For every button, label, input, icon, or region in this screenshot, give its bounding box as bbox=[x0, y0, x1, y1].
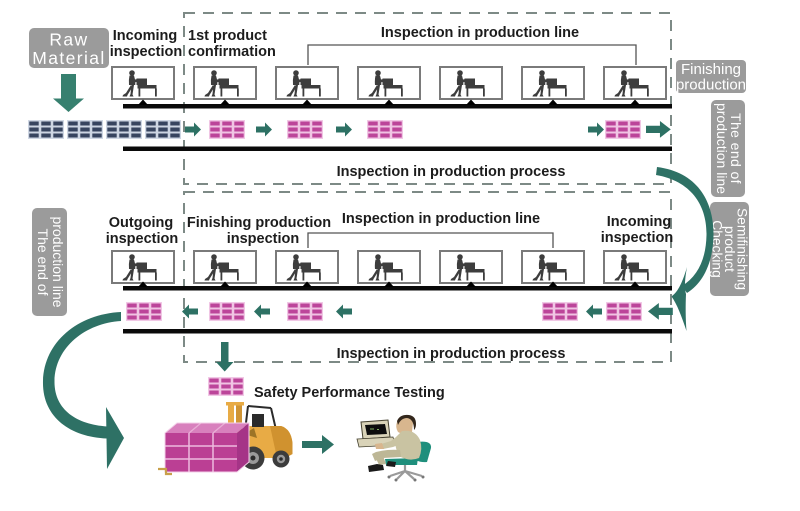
svg-text:inspection: inspection bbox=[227, 231, 300, 247]
svg-text:Finishing production: Finishing production bbox=[187, 215, 331, 231]
svg-text:Raw: Raw bbox=[49, 30, 88, 50]
svg-text:production line: production line bbox=[714, 103, 730, 194]
svg-text:Semifinishing: Semifinishing bbox=[735, 208, 750, 290]
svg-text:Inspection in production line: Inspection in production line bbox=[342, 211, 540, 227]
svg-text:Material: Material bbox=[32, 48, 105, 68]
svg-text:The end of: The end of bbox=[35, 229, 51, 296]
svg-text:inspection: inspection bbox=[601, 230, 674, 246]
svg-text:inspection: inspection bbox=[110, 44, 183, 60]
svg-text:product: product bbox=[722, 226, 737, 272]
svg-text:Inspection in production line: Inspection in production line bbox=[381, 25, 579, 41]
svg-text:Inspection in production proce: Inspection in production process bbox=[337, 164, 566, 180]
svg-text:Incoming: Incoming bbox=[113, 28, 177, 44]
svg-text:confirmation: confirmation bbox=[188, 44, 276, 60]
svg-text:Inspection in production proce: Inspection in production process bbox=[337, 346, 566, 362]
svg-text:production line: production line bbox=[50, 216, 66, 307]
svg-text:Outgoing: Outgoing bbox=[109, 215, 173, 231]
svg-text:1st product: 1st product bbox=[188, 28, 267, 44]
svg-text:The end of: The end of bbox=[728, 113, 744, 184]
svg-text:Finishing: Finishing bbox=[681, 61, 741, 78]
svg-text:production: production bbox=[676, 77, 746, 94]
svg-text:Incoming: Incoming bbox=[607, 214, 671, 230]
svg-text:Safety Performance Testing: Safety Performance Testing bbox=[254, 385, 445, 401]
svg-text:inspection: inspection bbox=[106, 231, 179, 247]
